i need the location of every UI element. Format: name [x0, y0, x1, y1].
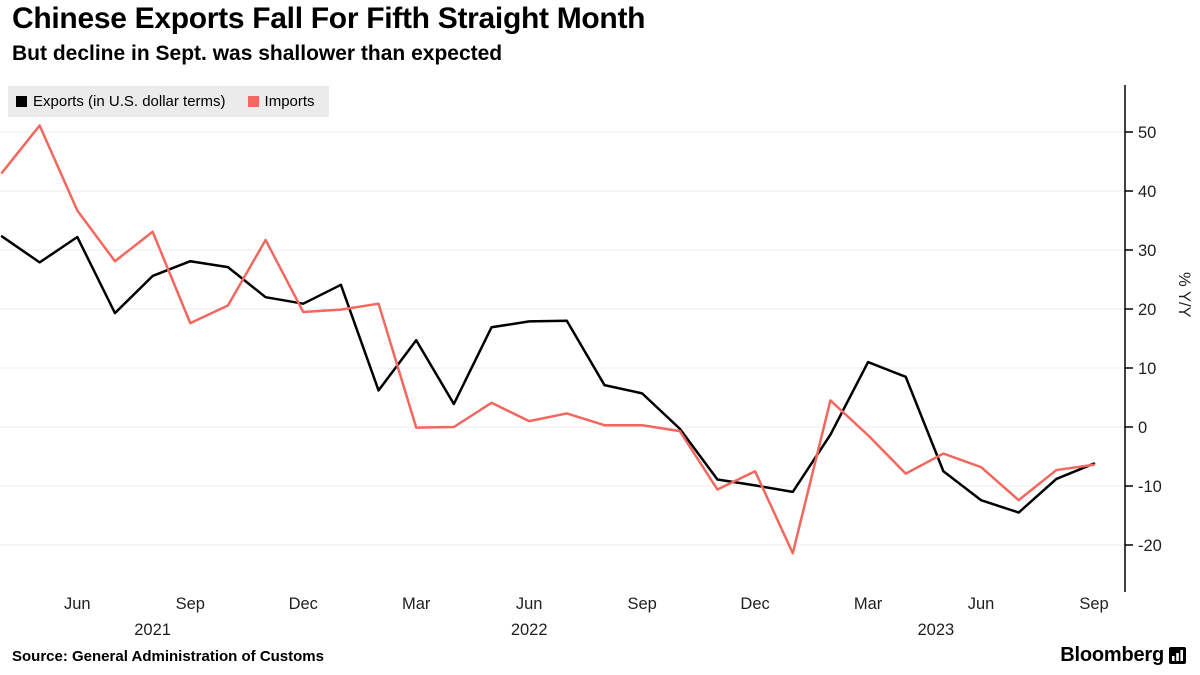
svg-text:30: 30 [1138, 242, 1156, 260]
gridlines [0, 131, 1125, 546]
legend-item-imports: Imports [247, 93, 315, 110]
svg-text:0: 0 [1138, 419, 1147, 437]
svg-text:10: 10 [1138, 360, 1156, 378]
bloomberg-logo: Bloomberg [1060, 644, 1186, 667]
svg-text:Jun: Jun [516, 595, 543, 613]
chart-subtitle: But decline in Sept. was shallower than … [12, 42, 503, 65]
svg-text:Sep: Sep [176, 595, 205, 613]
svg-text:-20: -20 [1138, 537, 1162, 555]
svg-text:Dec: Dec [289, 595, 318, 613]
source-text: Source: General Administration of Custom… [12, 648, 324, 665]
svg-text:Sep: Sep [627, 595, 656, 613]
svg-text:Mar: Mar [402, 595, 431, 613]
y-axis-label: % Y/Y [1175, 272, 1193, 318]
svg-text:20: 20 [1138, 301, 1156, 319]
svg-text:50: 50 [1138, 124, 1156, 142]
legend-label-imports: Imports [264, 93, 315, 110]
svg-text:Dec: Dec [740, 595, 769, 613]
svg-text:2021: 2021 [134, 621, 171, 639]
chart-title: Chinese Exports Fall For Fifth Straight … [12, 2, 646, 35]
svg-text:40: 40 [1138, 183, 1156, 201]
legend-label-exports: Exports (in U.S. dollar terms) [33, 93, 226, 110]
svg-text:2023: 2023 [917, 621, 954, 639]
exports-swatch-icon [16, 96, 27, 107]
chart-legend: Exports (in U.S. dollar terms) Imports [8, 86, 329, 117]
series-lines [0, 124, 1096, 555]
bloomberg-wordmark: Bloomberg [1060, 644, 1164, 666]
bloomberg-chart-icon [1169, 647, 1186, 664]
x-axis: Jun Sep Dec Mar Jun Sep Dec Mar Jun Sep 2021 2022 20… [64, 595, 1109, 639]
svg-text:2022: 2022 [511, 621, 548, 639]
svg-text:Jun: Jun [968, 595, 995, 613]
svg-text:Mar: Mar [854, 595, 883, 613]
imports-swatch-icon [247, 96, 259, 107]
svg-text:Sep: Sep [1079, 595, 1108, 613]
svg-text:-10: -10 [1138, 478, 1162, 496]
y-axis: 50 40 30 20 10 0 -10 -20 [1124, 85, 1162, 592]
legend-item-exports: Exports (in U.S. dollar terms) [16, 93, 226, 110]
svg-text:Jun: Jun [64, 595, 91, 613]
